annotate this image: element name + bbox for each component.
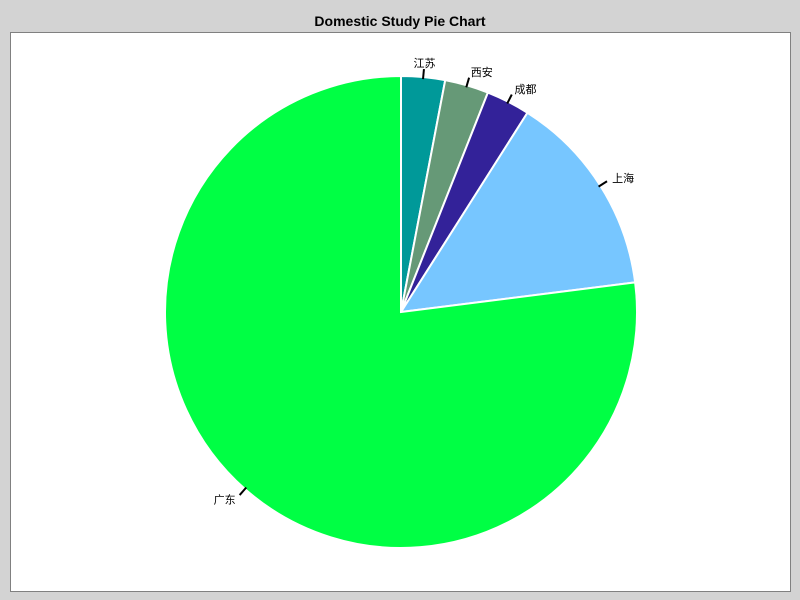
slice-label: 广东 bbox=[214, 494, 236, 507]
label-tick bbox=[465, 77, 471, 88]
label-tick bbox=[598, 180, 608, 188]
plot-area: 江苏西安成都上海广东 bbox=[10, 32, 791, 592]
label-tick bbox=[238, 486, 248, 496]
label-tick bbox=[506, 94, 513, 104]
chart-title: Domestic Study Pie Chart bbox=[314, 13, 486, 29]
slice-label: 西安 bbox=[471, 65, 493, 79]
slice-label: 成都 bbox=[514, 83, 536, 96]
slice-label: 江苏 bbox=[414, 57, 436, 70]
slice-label: 上海 bbox=[612, 171, 634, 185]
label-tick bbox=[422, 68, 425, 80]
